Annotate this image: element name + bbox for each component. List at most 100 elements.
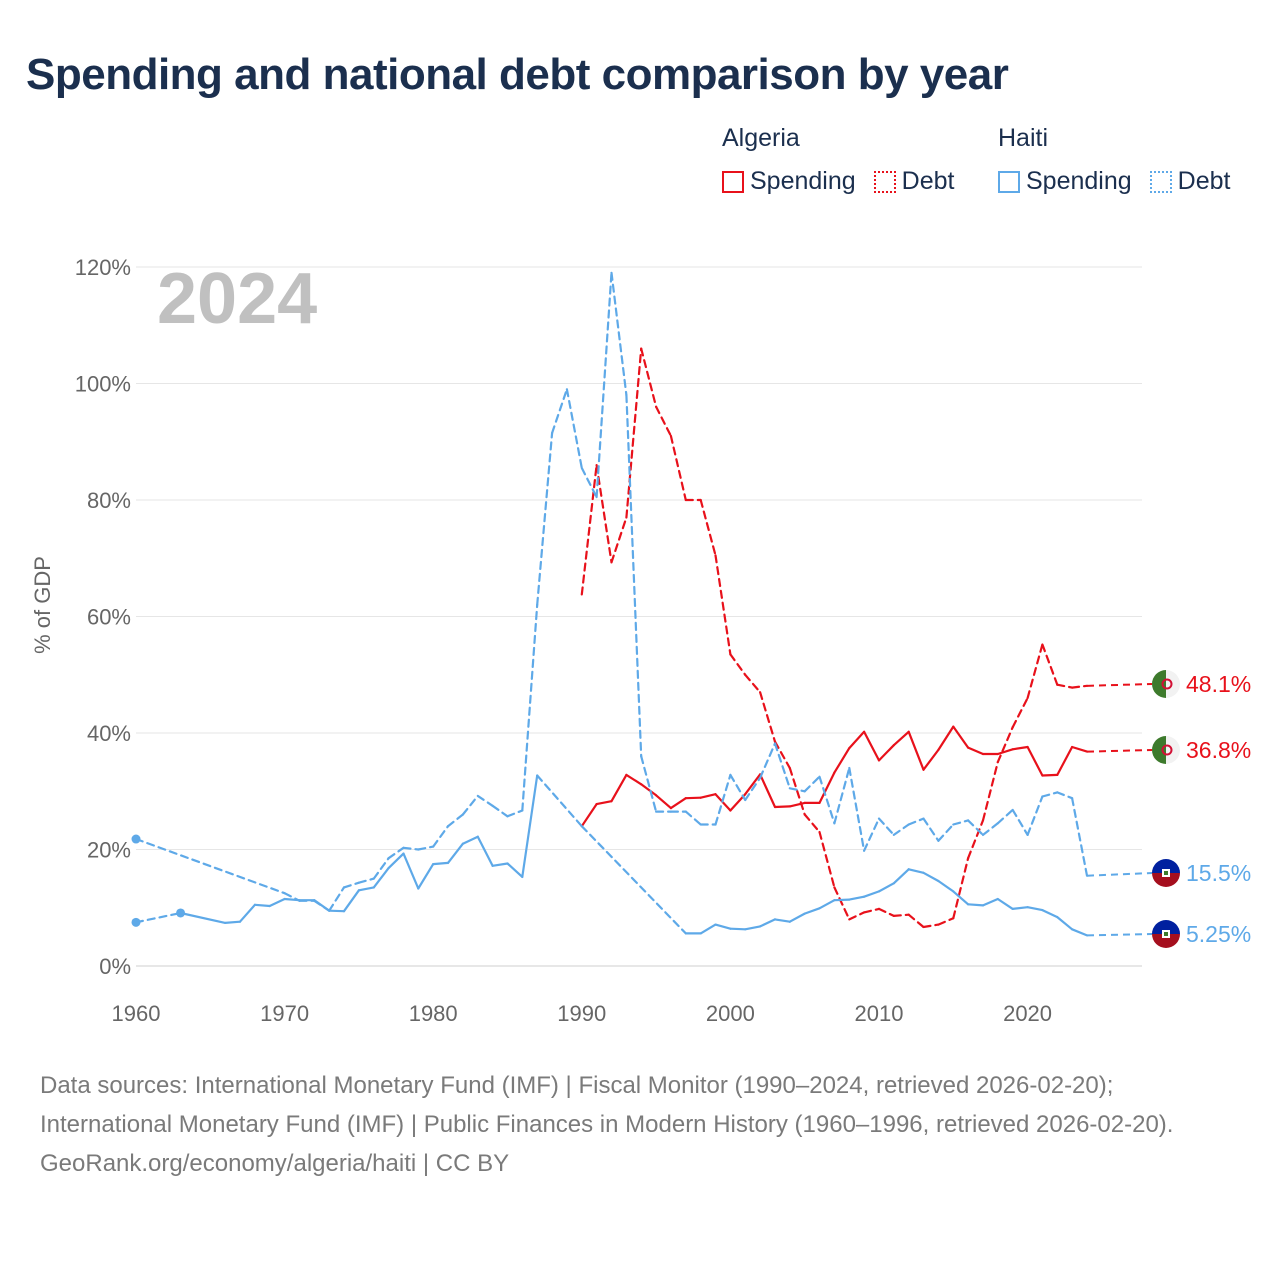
legend-group-name: Haiti <box>998 124 1049 152</box>
series-segment-haiti-debt <box>744 776 762 802</box>
series-segment-haiti-spending <box>773 918 791 923</box>
series-segment-haiti-spending <box>937 879 955 893</box>
series-segment-haiti-debt <box>580 466 598 499</box>
series-markers <box>131 834 186 927</box>
series-segment-algeria-debt <box>803 813 821 834</box>
x-tick-label: 1990 <box>557 1001 606 1026</box>
y-tick-label: 0% <box>99 954 131 979</box>
legend-item-label: Debt <box>1177 167 1231 195</box>
series-segment-haiti-spending <box>283 897 301 902</box>
series-segment-algeria-debt <box>877 907 895 918</box>
footer: Data sources: International Monetary Fun… <box>40 1066 1240 1183</box>
series-segment-haiti-debt <box>372 857 390 880</box>
series-segment-haiti-debt <box>342 881 360 889</box>
legend-item-haiti-debt[interactable]: Debt <box>1149 167 1231 196</box>
legend-item-algeria-debt[interactable]: Debt <box>873 167 954 196</box>
series-segment-haiti-spending <box>179 911 227 925</box>
dotted-swatch-icon <box>1149 170 1172 193</box>
series-segment-haiti-spending <box>134 911 182 924</box>
legend-item-algeria-spending[interactable]: Spending <box>722 167 856 196</box>
series-segment-haiti-spending <box>714 923 732 930</box>
series-segment-haiti-debt <box>476 794 494 807</box>
series-segment-haiti-spending <box>238 903 256 923</box>
series-segment-haiti-spending <box>758 918 777 928</box>
series-segment-algeria-spending <box>818 771 836 805</box>
series-segment-haiti-debt <box>684 810 702 826</box>
end-connector <box>1086 749 1153 753</box>
series-segment-haiti-spending <box>372 866 390 889</box>
series-segment-algeria-debt <box>1026 643 1044 700</box>
series-segment-haiti-spending <box>788 912 806 923</box>
series-segment-algeria-spending <box>848 730 866 750</box>
series-segment-haiti-debt <box>803 775 821 793</box>
series-segment-algeria-debt <box>714 554 732 656</box>
x-tick-label: 2010 <box>854 1001 903 1026</box>
series-segment-haiti-spending <box>892 868 910 885</box>
series-segment-haiti-debt <box>966 819 985 837</box>
series-segment-haiti-debt <box>625 394 643 758</box>
series-segment-algeria-debt <box>862 907 881 914</box>
series-segment-algeria-spending <box>1041 773 1059 777</box>
series-segment-algeria-debt <box>833 886 851 921</box>
series-segment-haiti-debt <box>981 822 999 837</box>
series-segment-algeria-debt <box>1056 683 1074 689</box>
series-segment-algeria-debt <box>892 913 910 918</box>
solid-swatch-icon <box>722 170 744 193</box>
chart-title: Spending and national debt comparison by… <box>26 50 1009 99</box>
series-segment-haiti-spending <box>803 907 821 915</box>
series-segment-haiti-spending <box>268 897 286 908</box>
legend-item-haiti-spending[interactable]: Spending <box>998 167 1132 196</box>
series-segment-haiti-spending <box>521 774 539 879</box>
end-value-label: 5.25% <box>1186 921 1251 947</box>
series-segment-haiti-debt <box>714 773 732 826</box>
series-segment-algeria-spending <box>937 725 955 752</box>
legend-group-algeria: Algeria Spending Debt <box>722 124 954 196</box>
legend-group-name: Algeria <box>722 124 800 152</box>
series-segment-haiti-spending <box>476 835 494 867</box>
x-tick-label: 1970 <box>260 1001 309 1026</box>
x-tick-label: 1980 <box>409 1001 458 1026</box>
y-tick-label: 20% <box>87 838 131 863</box>
solid-swatch-icon <box>998 170 1020 193</box>
algeria-flag-icon <box>1152 736 1180 764</box>
data-point-marker <box>176 908 186 918</box>
data-point-marker <box>131 834 141 844</box>
series-segment-haiti-debt <box>922 817 940 842</box>
data-sources: Data sources: International Monetary Fun… <box>40 1072 1174 1138</box>
series-segment-haiti-spending <box>432 861 450 866</box>
series-segment-haiti-spending <box>506 862 524 879</box>
series-segment-haiti-spending <box>818 899 836 910</box>
series-segment-algeria-spending <box>684 796 702 800</box>
legend-group-haiti: Haiti Spending Debt <box>998 124 1230 196</box>
series-segment-algeria-debt <box>580 464 598 596</box>
series-segment-algeria-debt <box>729 653 747 676</box>
algeria-flag-icon <box>1152 670 1180 698</box>
series-segment-haiti-debt <box>491 804 509 818</box>
series-segment-haiti-spending <box>729 927 747 931</box>
series-segment-algeria-debt <box>625 347 643 519</box>
series-segment-algeria-spending <box>758 773 777 809</box>
series-segment-algeria-debt <box>669 434 687 502</box>
series-segment-algeria-spending <box>862 730 881 762</box>
series-segment-algeria-debt <box>699 498 717 557</box>
series-segment-haiti-debt <box>758 742 777 780</box>
series-segment-algeria-debt <box>640 347 658 408</box>
series-segment-haiti-debt <box>1056 791 1074 800</box>
y-tick-label: 100% <box>75 372 131 397</box>
series-segment-haiti-debt <box>907 817 925 826</box>
series-segment-haiti-spending <box>833 898 851 902</box>
series-segment-haiti-debt <box>550 388 569 435</box>
series-segment-haiti-spending <box>744 925 762 931</box>
series-segment-haiti-debt <box>417 845 435 851</box>
series-segment-algeria-debt <box>907 913 925 929</box>
series-segment-algeria-spending <box>1070 745 1089 753</box>
series-segment-haiti-spending <box>342 889 360 913</box>
series-segment-haiti-debt <box>952 819 970 826</box>
y-tick-label: 40% <box>87 721 131 746</box>
series-segment-haiti-debt <box>565 388 583 470</box>
series-segment-algeria-spending <box>1026 745 1044 777</box>
series-segment-algeria-debt <box>758 691 777 743</box>
series-segment-haiti-debt <box>506 809 524 818</box>
series-segment-algeria-debt <box>922 923 940 929</box>
series-segment-haiti-debt <box>446 813 464 828</box>
